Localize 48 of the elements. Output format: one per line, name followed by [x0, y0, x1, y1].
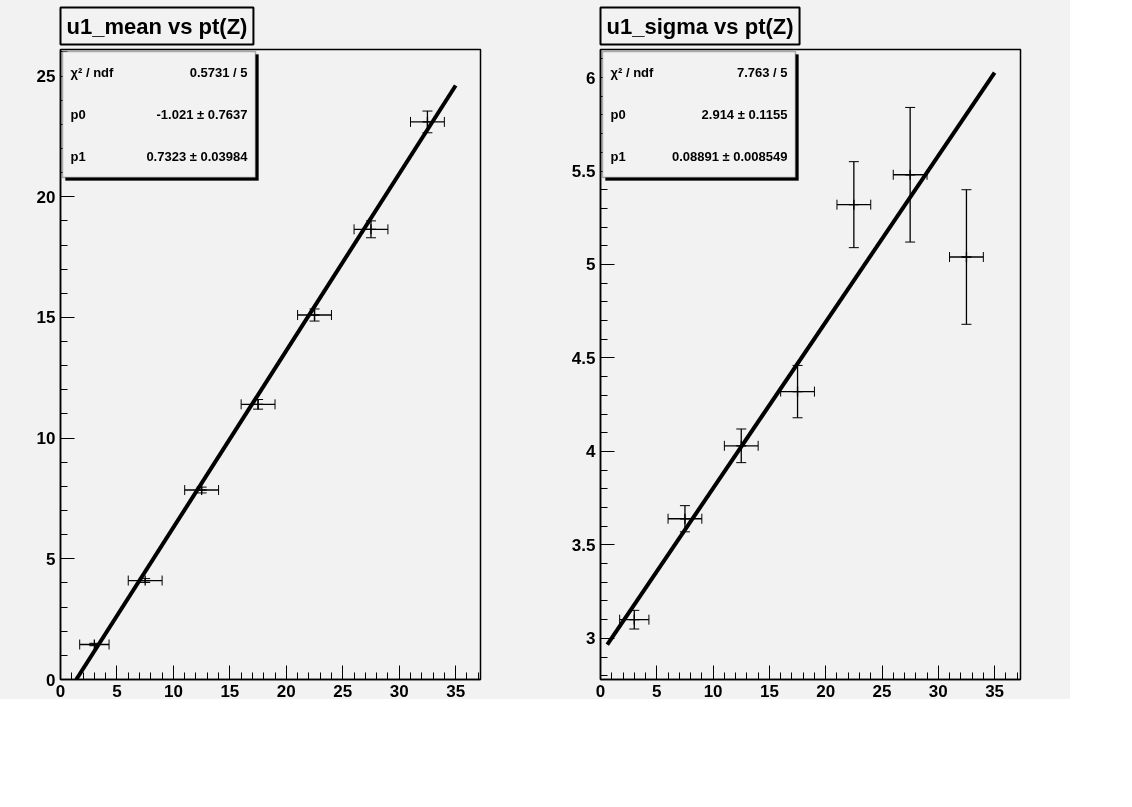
annotation: p1: [610, 149, 626, 164]
annotation: 0.7323 ± 0.03984: [146, 149, 249, 164]
y-tick-label: 5: [46, 549, 56, 569]
point: [679, 513, 691, 525]
x-tick-label: 25: [872, 681, 892, 701]
y-tick-label: 6: [586, 68, 596, 88]
x-tick-label: 35: [985, 681, 1005, 701]
annotation: p1: [70, 149, 86, 164]
y-tick-label: 10: [36, 429, 56, 449]
annotation: χ² / ndf: [70, 65, 115, 80]
annotation: p0: [70, 107, 86, 122]
annotation: -1.021 ± 0.7637: [156, 107, 248, 122]
chart-title: u1_mean vs pt(Z): [66, 13, 248, 39]
point: [735, 440, 747, 452]
y-tick-label: 5: [586, 255, 596, 275]
point: [960, 251, 973, 263]
x-tick-label: 20: [816, 681, 836, 701]
y-tick-label: 15: [36, 308, 56, 328]
annotation: 0.5731 / 5: [189, 65, 248, 80]
x-tick-label: 35: [446, 681, 466, 701]
y-tick-label: 3: [586, 629, 596, 649]
point: [365, 223, 377, 235]
point: [848, 199, 860, 211]
x-tick-label: 15: [759, 681, 779, 701]
point: [628, 614, 640, 626]
annotation: 2.914 ± 0.1155: [701, 107, 788, 122]
x-tick-label: 5: [112, 681, 122, 701]
x-tick-label: 15: [220, 681, 240, 701]
point: [791, 385, 804, 398]
y-tick-label: 5.5: [571, 162, 596, 182]
x-tick-label: 10: [703, 681, 723, 701]
x-tick-label: 30: [389, 681, 409, 701]
y-tick-label: 3.5: [571, 535, 596, 555]
chart-title: u1_sigma vs pt(Z): [606, 13, 794, 39]
y-tick-label: 20: [36, 187, 56, 207]
x-tick-label: 20: [276, 681, 296, 701]
x-tick-label: 5: [652, 681, 662, 701]
annotation: 0.08891 ± 0.008549: [671, 149, 788, 164]
x-tick-label: 25: [333, 681, 353, 701]
annotation: p0: [610, 107, 626, 122]
point: [904, 169, 916, 181]
annotation: χ² / ndf: [610, 65, 655, 80]
y-tick-label: 4.5: [571, 348, 596, 368]
y-tick-label: 25: [36, 67, 56, 87]
annotation: 7.763 / 5: [736, 65, 788, 80]
x-tick-label: 10: [163, 681, 183, 701]
x-tick-label: 30: [928, 681, 948, 701]
y-tick-label: 4: [586, 442, 597, 462]
